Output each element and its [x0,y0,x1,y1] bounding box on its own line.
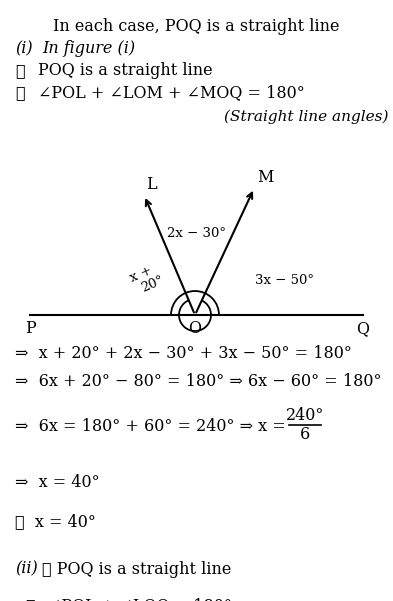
Text: 2x − 30°: 2x − 30° [167,227,226,240]
Text: ∴: ∴ [15,62,25,79]
Text: ⇒  x = 40°: ⇒ x = 40° [15,474,99,491]
Text: ∴ POQ is a straight line: ∴ POQ is a straight line [42,561,231,578]
Text: POQ is a straight line: POQ is a straight line [38,62,213,79]
Text: ∴: ∴ [15,84,25,101]
Text: P: P [25,320,35,337]
Text: L: L [146,176,157,194]
Text: 240°: 240° [286,407,324,424]
Text: ∠POL + ∠LOM + ∠MOQ = 180°: ∠POL + ∠LOM + ∠MOQ = 180° [38,84,305,101]
Text: Q: Q [356,320,369,337]
Text: 6: 6 [300,426,310,443]
Text: ⇒  6x + 20° − 80° = 180° ⇒ 6x − 60° = 180°: ⇒ 6x + 20° − 80° = 180° ⇒ 6x − 60° = 180… [15,373,382,390]
Text: x +: x + [128,264,154,285]
Text: ⇒  x + 20° + 2x − 30° + 3x − 50° = 180°: ⇒ x + 20° + 2x − 30° + 3x − 50° = 180° [15,345,352,362]
Text: ∠POL + ∠LOQ = 180°: ∠POL + ∠LOQ = 180° [48,597,232,601]
Text: ∴  x = 40°: ∴ x = 40° [15,513,96,530]
Text: O: O [189,320,202,337]
Text: ⇒  6x = 180° + 60° = 240° ⇒ x =: ⇒ 6x = 180° + 60° = 240° ⇒ x = [15,418,291,435]
Text: (i): (i) [15,40,33,57]
Text: M: M [257,169,274,186]
Text: (ii): (ii) [15,561,38,578]
Text: ∴: ∴ [25,597,35,601]
Text: In figure (i): In figure (i) [42,40,135,57]
Text: In each case, POQ is a straight line: In each case, POQ is a straight line [53,18,339,35]
Text: 3x − 50°: 3x − 50° [255,273,314,287]
Text: 20°: 20° [139,274,166,295]
Text: (Straight line angles): (Straight line angles) [224,110,388,124]
